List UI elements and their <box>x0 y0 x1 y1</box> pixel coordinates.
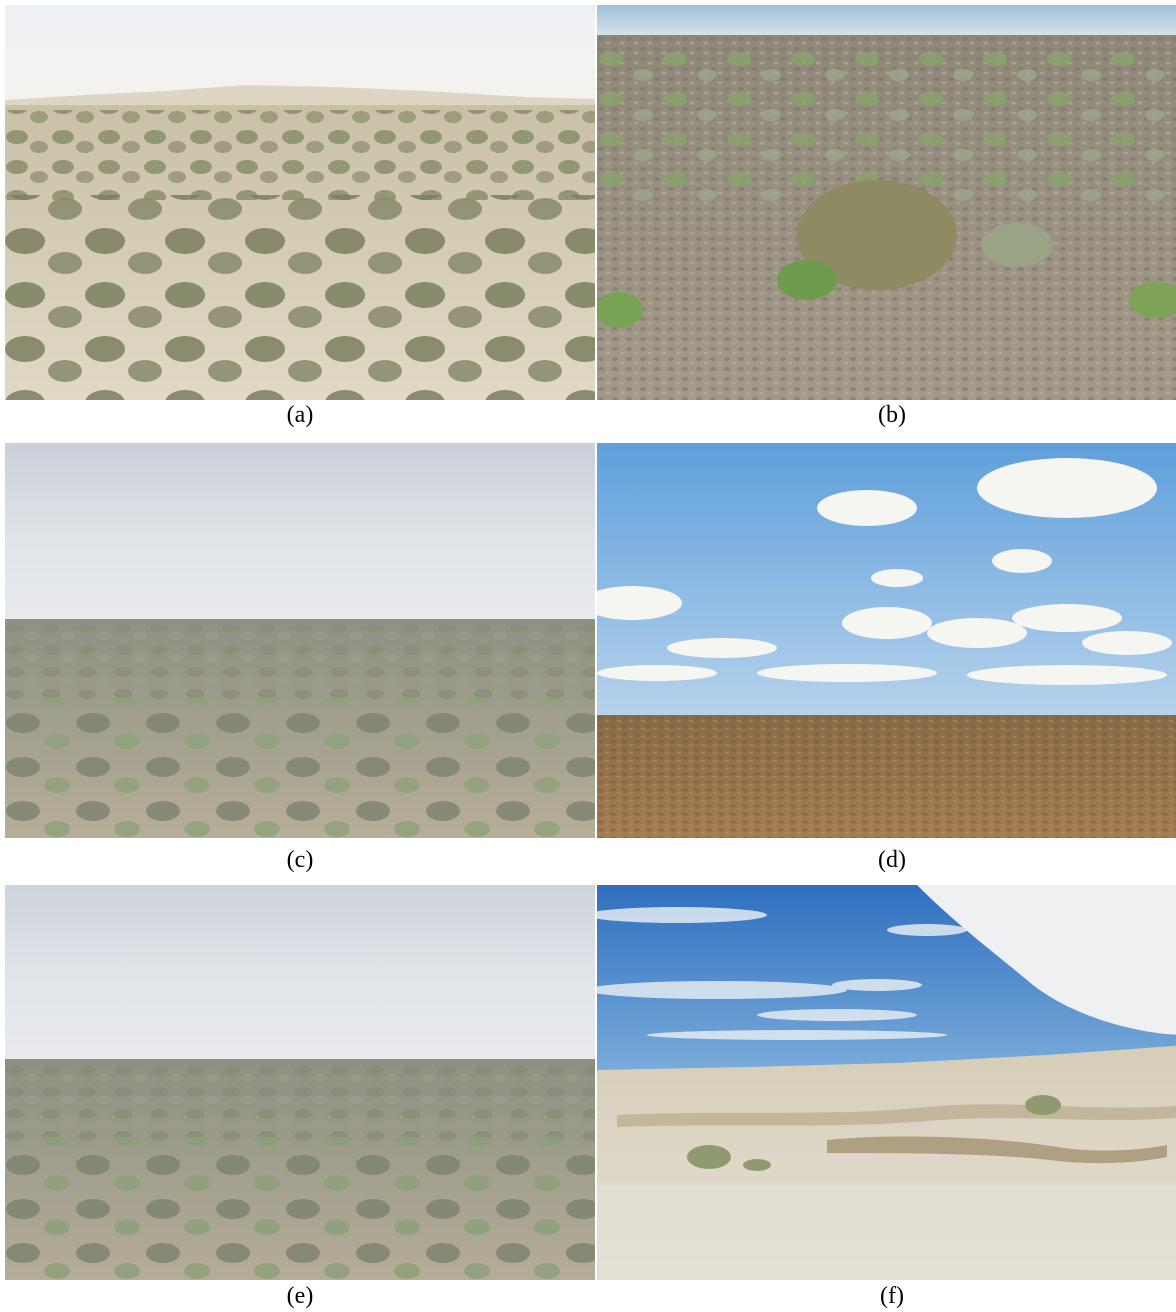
photo-a-image <box>5 5 595 400</box>
photo-d <box>597 443 1176 838</box>
photo-b-image <box>597 5 1176 400</box>
caption-a: (a) <box>286 402 314 428</box>
photo-e-image <box>5 885 595 1280</box>
caption-f: (f) <box>880 1283 904 1309</box>
caption-d: (d) <box>878 847 906 873</box>
caption-b: (b) <box>878 402 906 428</box>
caption-c: (c) <box>286 847 314 873</box>
photo-c-image <box>5 443 595 838</box>
photo-e <box>5 885 595 1280</box>
photo-a <box>5 5 595 400</box>
photo-c <box>5 443 595 838</box>
photo-f-image <box>597 885 1176 1280</box>
photo-f <box>597 885 1176 1280</box>
caption-e: (e) <box>286 1283 314 1309</box>
photo-d-image <box>597 443 1176 838</box>
photo-b <box>597 5 1176 400</box>
